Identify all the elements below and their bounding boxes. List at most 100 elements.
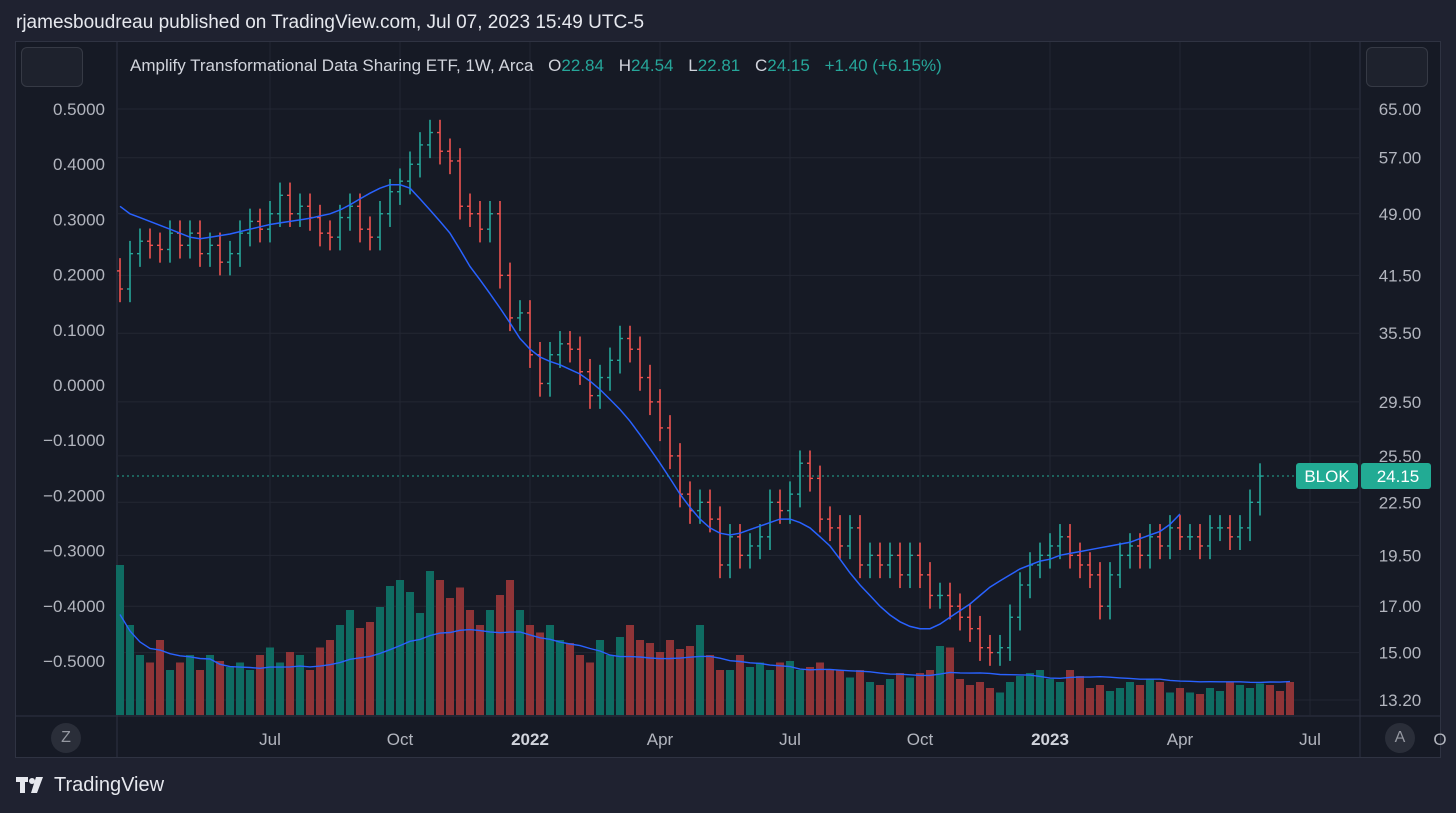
time-axis-tick: O xyxy=(1433,730,1446,749)
right-axis-tick: 41.50 xyxy=(1379,266,1422,285)
time-axis-tick: Jul xyxy=(779,730,801,749)
volume-bar xyxy=(506,580,514,715)
legend-low: 22.81 xyxy=(697,56,741,75)
symbol-tag-text: BLOK xyxy=(1304,467,1350,486)
volume-bar xyxy=(806,667,814,715)
volume-bar xyxy=(856,670,864,715)
left-axis-button[interactable] xyxy=(21,47,83,87)
volume-bar xyxy=(396,580,404,715)
volume-bar xyxy=(736,655,744,715)
volume-bar xyxy=(726,670,734,715)
volume-bar xyxy=(526,625,534,715)
volume-bar xyxy=(166,670,174,715)
volume-bar xyxy=(1136,685,1144,715)
volume-bar xyxy=(696,625,704,715)
volume-bar xyxy=(796,670,804,715)
volume-bar xyxy=(1066,670,1074,715)
left-axis-tick: 0.5000 xyxy=(53,100,105,119)
time-axis-tick: Jul xyxy=(259,730,281,749)
price-ma-line xyxy=(119,183,1181,630)
time-axis-tick: Apr xyxy=(647,730,674,749)
volume-bar xyxy=(1076,676,1084,715)
left-axis-tick: 0.4000 xyxy=(53,155,105,174)
volume-bar xyxy=(966,685,974,715)
volume-bar xyxy=(886,679,894,715)
volume-bar xyxy=(1016,676,1024,715)
volume-bar xyxy=(1146,679,1154,715)
volume-bar xyxy=(186,655,194,715)
legend-title: Amplify Transformational Data Sharing ET… xyxy=(130,56,534,75)
footer-brand-text: TradingView xyxy=(54,774,165,796)
volume-bar xyxy=(626,625,634,715)
price-tag-text: 24.15 xyxy=(1377,467,1420,486)
volume-bar xyxy=(916,673,924,715)
volume-bar xyxy=(1226,682,1234,715)
legend-close-label: C xyxy=(755,56,768,75)
right-axis-tick: 57.00 xyxy=(1379,149,1422,168)
volume-bar xyxy=(636,640,644,715)
volume-bar xyxy=(1286,682,1294,715)
volume-bar xyxy=(226,667,234,715)
volume-bar xyxy=(1166,692,1174,715)
volume-bar xyxy=(666,640,674,715)
volume-bar xyxy=(346,610,354,715)
volume-bar xyxy=(756,662,764,715)
chart-frame[interactable] xyxy=(15,41,1441,758)
time-axis-tick: Oct xyxy=(387,730,414,749)
volume-bar xyxy=(776,662,784,715)
volume-bar xyxy=(426,571,434,715)
volume-bar xyxy=(1046,679,1054,715)
auto-scale-button[interactable]: A xyxy=(1385,723,1415,753)
volume-bar xyxy=(146,662,154,715)
volume-bar xyxy=(1266,685,1274,715)
volume-bar xyxy=(656,652,664,715)
legend-open: 22.84 xyxy=(561,56,604,75)
volume-bar xyxy=(576,655,584,715)
volume-bar xyxy=(206,655,214,715)
volume-bar xyxy=(1196,694,1204,715)
volume-bar xyxy=(486,610,494,715)
left-axis-tick: 0.0000 xyxy=(53,376,105,395)
volume-bar xyxy=(1236,685,1244,715)
volume-bar xyxy=(566,643,574,715)
volume-bar xyxy=(196,670,204,715)
volume-bar xyxy=(896,673,904,715)
right-axis-button[interactable] xyxy=(1366,47,1428,87)
left-axis-tick: −0.5000 xyxy=(43,652,105,671)
volume-bar xyxy=(176,662,184,715)
volume-bar xyxy=(446,598,454,715)
volume-ma-line xyxy=(119,614,1291,684)
volume-bar xyxy=(926,670,934,715)
footer-brand[interactable]: TradingView xyxy=(16,774,164,797)
volume-bar xyxy=(406,592,414,715)
legend-open-label: O xyxy=(548,56,562,75)
volume-bar xyxy=(126,625,134,715)
volume-bar xyxy=(316,647,324,715)
symbol-tag xyxy=(1296,463,1358,490)
volume-bar xyxy=(766,670,774,715)
volume-bar xyxy=(386,586,394,715)
volume-bar xyxy=(906,677,914,715)
right-axis-tick: 49.00 xyxy=(1379,205,1422,224)
volume-bar xyxy=(556,640,564,715)
volume-bar xyxy=(1116,688,1124,715)
volume-bar xyxy=(536,632,544,715)
volume-bar xyxy=(596,640,604,715)
volume-bar xyxy=(116,565,124,715)
time-axis-tick: 2022 xyxy=(511,730,549,749)
volume-bar xyxy=(936,646,944,715)
volume-bar xyxy=(1096,685,1104,715)
volume-bar xyxy=(646,643,654,715)
volume-bar xyxy=(1206,688,1214,715)
zoom-button[interactable]: Z xyxy=(51,723,81,753)
volume-bar xyxy=(996,692,1004,715)
legend-high-label: H xyxy=(618,56,631,75)
volume-bar xyxy=(1156,682,1164,715)
volume-bar xyxy=(826,670,834,715)
volume-bar xyxy=(256,655,264,715)
volume-bar xyxy=(586,662,594,715)
volume-bar xyxy=(1216,691,1224,715)
volume-bar xyxy=(786,661,794,715)
time-axis-tick: 2023 xyxy=(1031,730,1069,749)
